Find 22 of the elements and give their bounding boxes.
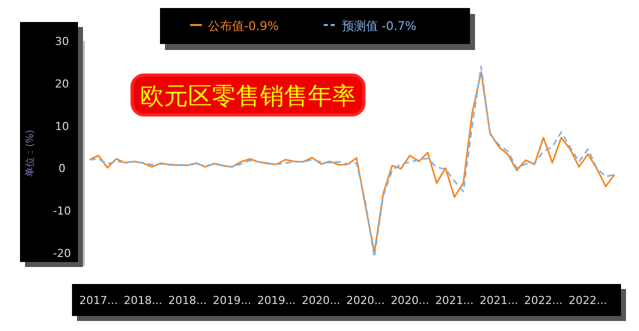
x-tick-label: 2019...	[257, 294, 296, 307]
x-tick-label: 2019...	[212, 294, 252, 307]
x-tick-label: 2022...	[524, 294, 563, 307]
x-tick-label: 2020...	[390, 294, 430, 307]
x-tick-label: 2022...	[568, 294, 608, 307]
x-tick-label: 2021...	[480, 294, 518, 307]
x-tick-label: 2020...	[302, 294, 340, 307]
x-tick-label: 2018...	[124, 294, 162, 307]
legend-label: 预测值 -0.7%	[342, 19, 416, 33]
y-axis-title: 单位：(%)	[24, 130, 36, 178]
y-tick-label: -20	[53, 247, 71, 260]
y-tick-label: 20	[55, 77, 69, 90]
text: 欧元区零售销售年率	[140, 82, 356, 110]
x-tick-label: 2020...	[346, 294, 385, 307]
y-tick-label: 10	[55, 120, 69, 133]
legend-label: 公布值-0.9%	[208, 19, 279, 33]
y-tick-label: 0	[58, 162, 66, 176]
x-tick-label: 2018...	[168, 294, 207, 307]
x-tick-label: 2017...	[79, 294, 118, 307]
y-tick-label: -10	[53, 204, 71, 218]
x-tick-label: 2021...	[435, 294, 474, 307]
y-tick-label: 30	[55, 35, 69, 48]
